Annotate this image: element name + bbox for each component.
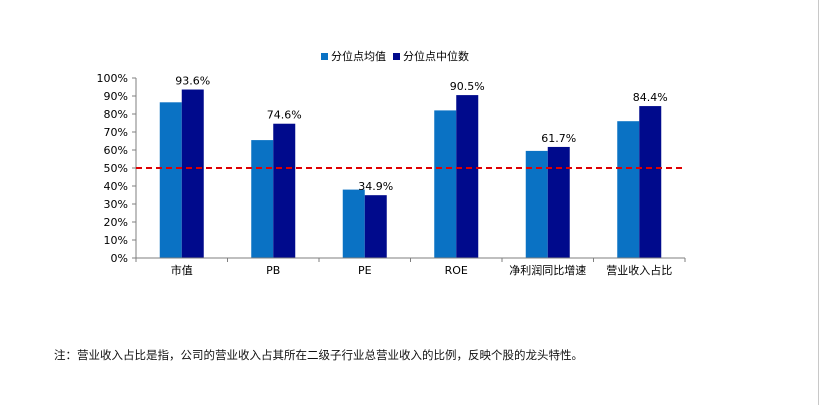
x-category-label: PE	[358, 264, 372, 277]
data-label: 90.5%	[450, 80, 485, 93]
legend-swatch-median	[393, 53, 400, 60]
data-label: 74.6%	[267, 109, 302, 122]
x-axis: 市值 PB PE ROE 净利润同比增速 营业收入占比	[135, 257, 686, 277]
y-tick-label: 90%	[104, 90, 128, 103]
legend-swatch-mean	[321, 53, 328, 60]
x-category-label: 市值	[171, 263, 193, 277]
y-tick-label: 70%	[104, 126, 128, 139]
page-right-border	[818, 0, 819, 405]
bar-mean	[434, 110, 457, 259]
bar-mean	[525, 150, 548, 258]
bar-median	[273, 123, 296, 258]
y-tick-label: 100%	[97, 72, 128, 85]
bar-median	[547, 146, 570, 258]
bar-mean	[617, 121, 640, 258]
x-category-label: PB	[266, 264, 280, 277]
bar-median	[364, 195, 387, 258]
bar-median	[181, 89, 204, 259]
legend-label-median: 分位点中位数	[403, 49, 469, 63]
data-label: 61.7%	[541, 132, 576, 145]
y-tick-label: 50%	[104, 162, 128, 175]
data-label: 93.6%	[175, 75, 210, 88]
bar-mean	[342, 189, 365, 258]
y-tick-label: 60%	[104, 144, 128, 157]
x-category-label: 净利润同比增速	[509, 263, 586, 277]
bar-mean	[159, 102, 182, 258]
y-tick-label: 20%	[104, 216, 128, 229]
y-tick-label: 40%	[104, 180, 128, 193]
legend-label-mean: 分位点均值	[331, 49, 386, 63]
y-axis: 0% 10% 20% 30% 40% 50% 60% 70% 80% 90% 100%	[97, 72, 137, 265]
bar-mean	[251, 140, 274, 258]
bar-median	[456, 95, 479, 258]
y-tick-label: 80%	[104, 108, 128, 121]
y-tick-label: 0%	[111, 252, 128, 265]
x-category-label: 营业收入占比	[606, 263, 672, 277]
bar-median	[639, 106, 662, 258]
chart-legend: 分位点均值 分位点中位数	[321, 49, 469, 63]
bars-group: 93.6% 74.6% 34.9% 90.5% 61.7% 84.4%	[159, 75, 668, 259]
data-label: 34.9%	[358, 180, 393, 193]
y-tick-label: 30%	[104, 198, 128, 211]
footnote: 注：营业收入占比是指，公司的营业收入占其所在二级子行业总营业收入的比例，反映个股…	[54, 348, 583, 362]
x-category-label: ROE	[445, 264, 468, 277]
data-label: 84.4%	[633, 91, 668, 104]
y-tick-label: 10%	[104, 234, 128, 247]
